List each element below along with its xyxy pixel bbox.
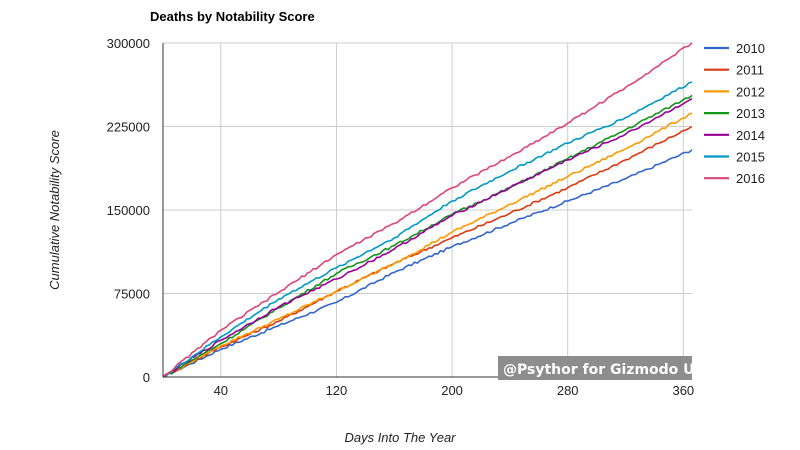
series-lines: [162, 42, 693, 378]
watermark: @Psythor for Gizmodo UK: [498, 356, 707, 380]
y-tick-label: 150000: [107, 203, 150, 218]
x-tick-label: 360: [672, 383, 694, 398]
legend: 2010 2011 2012 2013 2014 2015 2016: [704, 41, 765, 186]
series-line-2014: [162, 98, 693, 378]
series-line-2012: [162, 112, 693, 378]
series-line-2013: [162, 94, 693, 378]
legend-label-2014: 2014: [736, 128, 765, 143]
series-line-2010: [162, 149, 693, 378]
legend-label-2011: 2011: [736, 63, 764, 78]
series-line-2016: [162, 42, 693, 378]
series-line-2015: [162, 81, 693, 378]
tick-labels: 0 75000 150000 225000 300000 40 120 200 280 360: [107, 36, 695, 398]
x-tick-label: 120: [326, 383, 348, 398]
watermark-text: @Psythor for Gizmodo UK: [503, 362, 707, 378]
legend-label-2013: 2013: [736, 106, 765, 121]
y-tick-label: 300000: [107, 36, 150, 51]
legend-label-2010: 2010: [736, 41, 765, 56]
legend-label-2016: 2016: [736, 171, 765, 186]
x-tick-label: 200: [441, 383, 463, 398]
series-line-2011: [162, 125, 693, 378]
x-tick-label: 40: [214, 383, 228, 398]
legend-label-2015: 2015: [736, 150, 765, 165]
legend-label-2012: 2012: [736, 84, 765, 99]
watermark-background: [498, 356, 692, 380]
y-axis-label: Cumulative Notability Score: [47, 130, 62, 290]
x-axis-label: Days Into The Year: [344, 430, 456, 445]
x-tick-label: 280: [557, 383, 579, 398]
chart-title: Deaths by Notability Score: [150, 9, 315, 24]
gridlines: [163, 42, 692, 377]
y-tick-label: 75000: [114, 287, 150, 302]
y-tick-label: 0: [143, 370, 150, 385]
y-tick-label: 225000: [107, 120, 150, 135]
